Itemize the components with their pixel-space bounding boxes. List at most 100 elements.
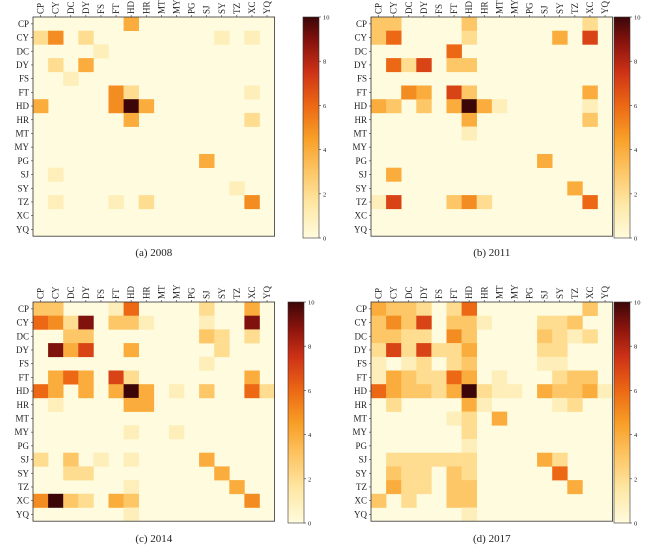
heatmap-cell: [244, 85, 260, 100]
colorbar-gradient: [613, 301, 631, 524]
heatmap-cell: [63, 315, 79, 330]
heatmap-cell: [401, 384, 417, 399]
colorbar-tick-label: 8: [308, 344, 311, 351]
heatmap-frame: [32, 301, 276, 522]
heatmap-cell: [537, 329, 553, 344]
x-tick-label: MT: [156, 0, 166, 14]
y-tick-label: MT: [354, 413, 368, 423]
heatmap-cell: [582, 30, 598, 45]
heatmap-cell: [123, 315, 139, 330]
heatmap-cell: [123, 85, 139, 100]
heatmap-cell: [537, 452, 553, 467]
y-tick-label: DY: [354, 60, 367, 70]
heatmap-cell: [123, 493, 139, 508]
heatmap-cell: [123, 452, 139, 467]
heatmap-cell: [552, 370, 568, 385]
heatmap-cell: [48, 370, 64, 385]
heatmap-cell: [401, 302, 417, 316]
heatmap-cell: [416, 356, 432, 371]
y-tick-label: FT: [18, 87, 29, 97]
colorbar-tick-label: 6: [634, 103, 638, 110]
heatmap-cell: [371, 315, 387, 330]
y-tick-label: TZ: [18, 197, 29, 207]
heatmap-cell: [552, 30, 568, 45]
heatmap-cell: [386, 343, 402, 358]
heatmap-cell: [386, 17, 402, 31]
colorbar-tick-label: 0: [308, 521, 311, 528]
heatmap-cell: [386, 397, 402, 412]
y-tick-label: MY: [352, 142, 367, 152]
colorbar-tick-label: 4: [323, 147, 327, 154]
y-tick-label: PG: [355, 156, 367, 166]
heatmap-cell: [461, 195, 477, 210]
heatmap-cell: [491, 384, 508, 399]
heatmap-cell: [582, 370, 598, 385]
colorbar: 0 2 4 6 8 10: [613, 300, 641, 528]
y-tick-label: PG: [355, 441, 367, 451]
y-tick-label: XC: [354, 496, 367, 506]
x-tick-label: DC: [66, 1, 76, 14]
x-tick-label: CP: [36, 3, 46, 14]
y-tick-label: PG: [17, 441, 29, 451]
heatmap-cell: [244, 493, 260, 508]
heatmap-cell: [552, 356, 568, 371]
heatmap-cell: [461, 397, 477, 412]
heatmap-cell: [78, 493, 94, 508]
heatmap-cell: [431, 384, 447, 399]
heatmap-cell: [476, 99, 493, 114]
x-tick-label: SY: [217, 2, 227, 14]
colorbar: 0 2 4 6 8 10: [287, 300, 315, 528]
heatmap-cell: [567, 181, 583, 196]
x-tick-label: FT: [449, 3, 459, 14]
heatmap-cell: [416, 384, 432, 399]
heatmap-cell: [48, 343, 64, 358]
y-tick-label: SY: [17, 468, 29, 478]
heatmap-cell: [582, 85, 598, 100]
heatmap-cell: [461, 466, 477, 481]
heatmap-cell: [244, 302, 260, 316]
heatmap-cell: [371, 343, 387, 358]
heatmap-cell: [244, 384, 260, 399]
heatmap-cell: [401, 58, 417, 73]
heatmap-cell: [386, 315, 402, 330]
heatmap-cell: [446, 466, 462, 481]
heatmap-cell: [461, 439, 477, 453]
colorbar-gradient: [302, 16, 320, 239]
x-tick-label: PG: [187, 287, 197, 299]
x-tick-label: SY: [555, 287, 565, 299]
y-tick-label: CP: [356, 19, 367, 29]
x-tick-label: HD: [126, 286, 136, 299]
x-tick-label: MT: [494, 285, 504, 299]
x-tick-label: PG: [525, 287, 535, 299]
heatmap-cell: [461, 384, 477, 399]
heatmap-cell: [123, 425, 139, 440]
heatmap-cell: [108, 302, 124, 316]
y-tick-label: XC: [16, 496, 29, 506]
heatmap-cell: [244, 112, 260, 127]
heatmap-cell: [48, 384, 64, 399]
heatmap-cell: [582, 112, 598, 127]
heatmap-cell: [461, 480, 477, 495]
y-tick-label: YQ: [354, 509, 367, 519]
x-tick-label: HD: [464, 286, 474, 299]
heatmap-cell: [537, 315, 553, 330]
heatmap-cell: [138, 384, 155, 399]
heatmap-cell: [199, 302, 215, 316]
x-tick-label: FS: [434, 4, 444, 14]
x-tick-label: MT: [156, 285, 166, 299]
heatmap-cell: [461, 58, 477, 73]
y-tick-label: HR: [16, 115, 29, 125]
heatmap-cell: [108, 195, 124, 210]
heatmap-cell: [552, 466, 568, 481]
heatmap-cell: [33, 302, 49, 316]
x-tick-label: XC: [585, 1, 595, 14]
heatmap-cell: [48, 397, 64, 412]
heatmap-cell: [582, 99, 598, 114]
colorbar-gradient: [287, 301, 305, 524]
y-tick-label: HR: [354, 115, 367, 125]
y-tick-label: MY: [14, 427, 29, 437]
heatmap-cell: [446, 411, 462, 426]
y-tick-label: XC: [354, 211, 367, 221]
heatmap-cell: [123, 480, 139, 495]
heatmap-cell: [229, 480, 245, 495]
